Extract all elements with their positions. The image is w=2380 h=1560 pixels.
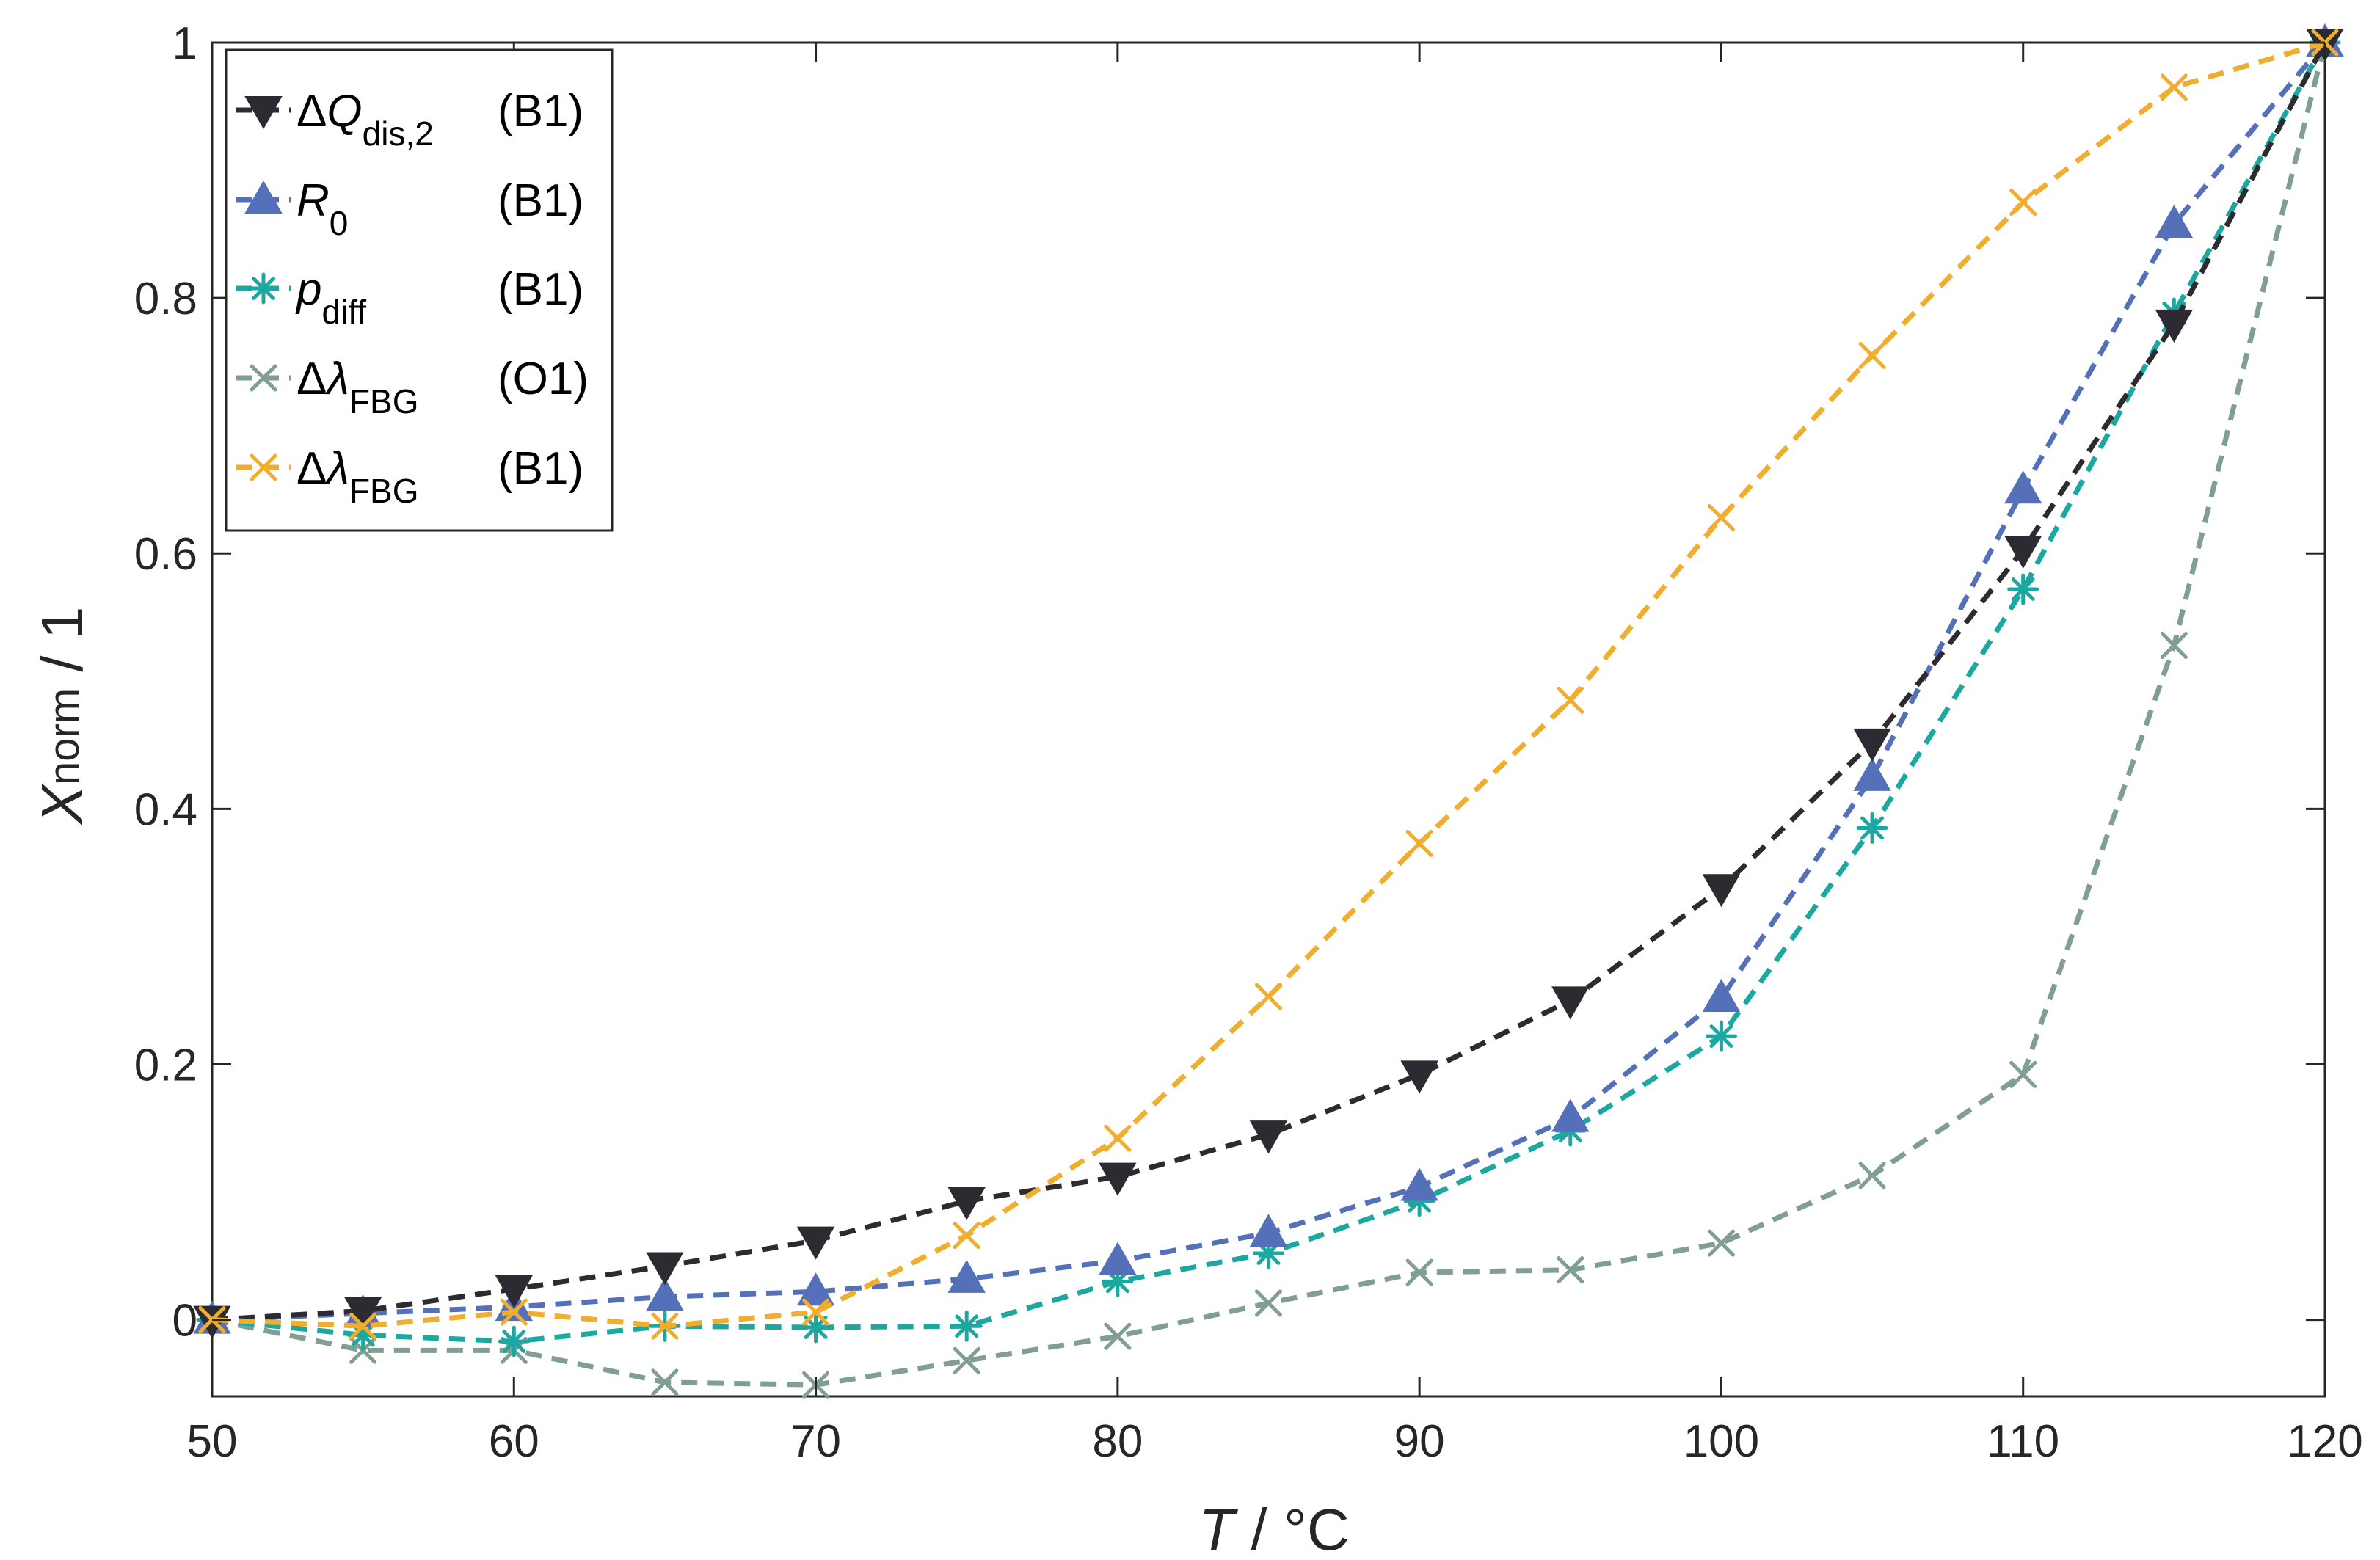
data-point-lamO1	[1858, 1162, 1886, 1189]
data-point-dQ	[2155, 309, 2194, 343]
data-point-dQ	[646, 1252, 684, 1286]
series-dQ	[193, 29, 2344, 1339]
legend-marker	[244, 96, 283, 130]
legend-label: R0 (B1)	[296, 175, 583, 242]
data-point-R0	[1249, 1214, 1288, 1247]
legend-label: ΔλFBG (O1)	[296, 354, 589, 420]
data-point-R0	[796, 1272, 835, 1306]
data-point-lamB1	[1557, 686, 1584, 714]
data-point-lamO1	[1707, 1229, 1735, 1257]
data-point-dQ	[1702, 874, 1741, 908]
data-point-lamB1	[1707, 503, 1735, 531]
data-point-lamB1	[349, 1312, 377, 1340]
y-tick-label: 0.6	[134, 529, 197, 580]
legend-entry-lamB1: ΔλFBG (B1)	[236, 443, 583, 510]
x-tick-label: 100	[1684, 1416, 1759, 1467]
legend-label: ΔQdis,2 (B1)	[296, 86, 583, 153]
plot-area-border	[211, 41, 2326, 1398]
legend: ΔQdis,2 (B1) R0 (B1) pdiff (B1) ΔλFBG (O1) ΔλFBG…	[225, 48, 614, 532]
data-point-pdiff	[950, 1310, 983, 1342]
data-point-dQ	[1099, 1162, 1137, 1196]
data-point-lamO1	[953, 1346, 980, 1374]
y-tick-label: 0	[172, 1296, 197, 1346]
data-point-lamB1	[651, 1312, 679, 1340]
legend-label: pdiff (B1)	[295, 264, 583, 331]
legend-entries: ΔQdis,2 (B1) R0 (B1) pdiff (B1) ΔλFBG (O1) ΔλFBG…	[236, 86, 589, 510]
data-point-pdiff	[1705, 1020, 1737, 1052]
x-tick-label: 110	[1987, 1416, 2059, 1467]
data-point-dQ	[1400, 1060, 1438, 1094]
series-line-dQ	[211, 41, 2328, 1323]
y-tick-label: 0.8	[134, 274, 197, 324]
x-axis-title: T / °C	[1198, 1497, 1349, 1560]
data-point-lamO1	[2009, 1060, 2037, 1088]
series-R0	[193, 23, 2344, 1334]
data-point-R0	[1400, 1167, 1438, 1201]
data-point-R0	[1853, 757, 1891, 791]
x-tick-label: 70	[790, 1416, 841, 1467]
plot-frame	[211, 41, 2326, 1398]
data-point-dQ	[796, 1226, 835, 1260]
data-point-lamB1	[953, 1222, 980, 1250]
data-point-lamO1	[1104, 1322, 1132, 1350]
legend-entry-dQ: ΔQdis,2 (B1)	[236, 86, 583, 153]
legend-marker	[250, 453, 277, 481]
x-tick-label: 90	[1394, 1416, 1445, 1467]
x-tick-label: 80	[1092, 1416, 1143, 1467]
x-tick-label: 120	[2287, 1416, 2362, 1467]
data-point-dQ	[947, 1187, 986, 1220]
data-point-pdiff	[800, 1311, 832, 1344]
data-point-lamO1	[2160, 632, 2188, 660]
data-point-lamO1	[1255, 1289, 1282, 1317]
data-point-dQ	[495, 1275, 534, 1308]
ticks-layer: 50 60 70 80 90 100 110 120 0 0.2 0.4 0.6 0.8 1	[134, 18, 2363, 1467]
data-point-dQ	[1249, 1120, 1288, 1154]
data-point-lamB1	[2009, 189, 2037, 216]
data-point-dQ	[343, 1297, 382, 1330]
x-tick-label: 50	[187, 1416, 238, 1467]
data-point-pdiff	[2007, 573, 2039, 605]
data-point-pdiff	[1856, 812, 1888, 844]
data-point-lamB1	[2160, 73, 2188, 101]
data-point-R0	[2004, 470, 2042, 504]
data-point-lamB1	[802, 1298, 830, 1326]
legend-marker	[250, 364, 277, 392]
legend-marker	[247, 272, 280, 305]
legend-marker	[244, 180, 283, 214]
data-point-lamO1	[1557, 1256, 1584, 1284]
data-point-pdiff	[498, 1325, 530, 1357]
data-point-R0	[1099, 1242, 1137, 1275]
data-point-R0	[2155, 205, 2194, 238]
data-point-R0	[1551, 1098, 1590, 1132]
data-point-lamO1	[651, 1368, 679, 1396]
legend-entry-lamO1: ΔλFBG (O1)	[236, 354, 589, 420]
data-point-R0	[646, 1277, 684, 1311]
data-point-lamB1	[500, 1298, 528, 1326]
series-line-lamB1	[211, 40, 2326, 1329]
legend-entry-R0: R0 (B1)	[236, 175, 583, 242]
data-point-dQ	[1853, 728, 1891, 762]
data-point-lamB1	[1405, 829, 1433, 857]
y-tick-label: 0.2	[134, 1040, 197, 1090]
y-tick-label: 1	[172, 18, 197, 69]
data-point-lamB1	[1858, 341, 1886, 369]
legend-label: ΔλFBG (B1)	[296, 443, 583, 510]
y-axis-title: Xnorm / 1	[29, 607, 95, 826]
data-point-R0	[1702, 978, 1741, 1012]
data-point-lamO1	[1405, 1258, 1433, 1286]
y-tick-label: 0.4	[134, 784, 197, 835]
data-point-R0	[947, 1259, 986, 1293]
data-point-lamB1	[1255, 983, 1282, 1010]
series-layer	[193, 23, 2344, 1399]
data-point-dQ	[2004, 536, 2042, 569]
x-tick-label: 60	[489, 1416, 539, 1467]
data-point-dQ	[1551, 986, 1590, 1020]
legend-entry-pdiff: pdiff (B1)	[236, 264, 583, 331]
data-point-lamB1	[1104, 1124, 1132, 1152]
